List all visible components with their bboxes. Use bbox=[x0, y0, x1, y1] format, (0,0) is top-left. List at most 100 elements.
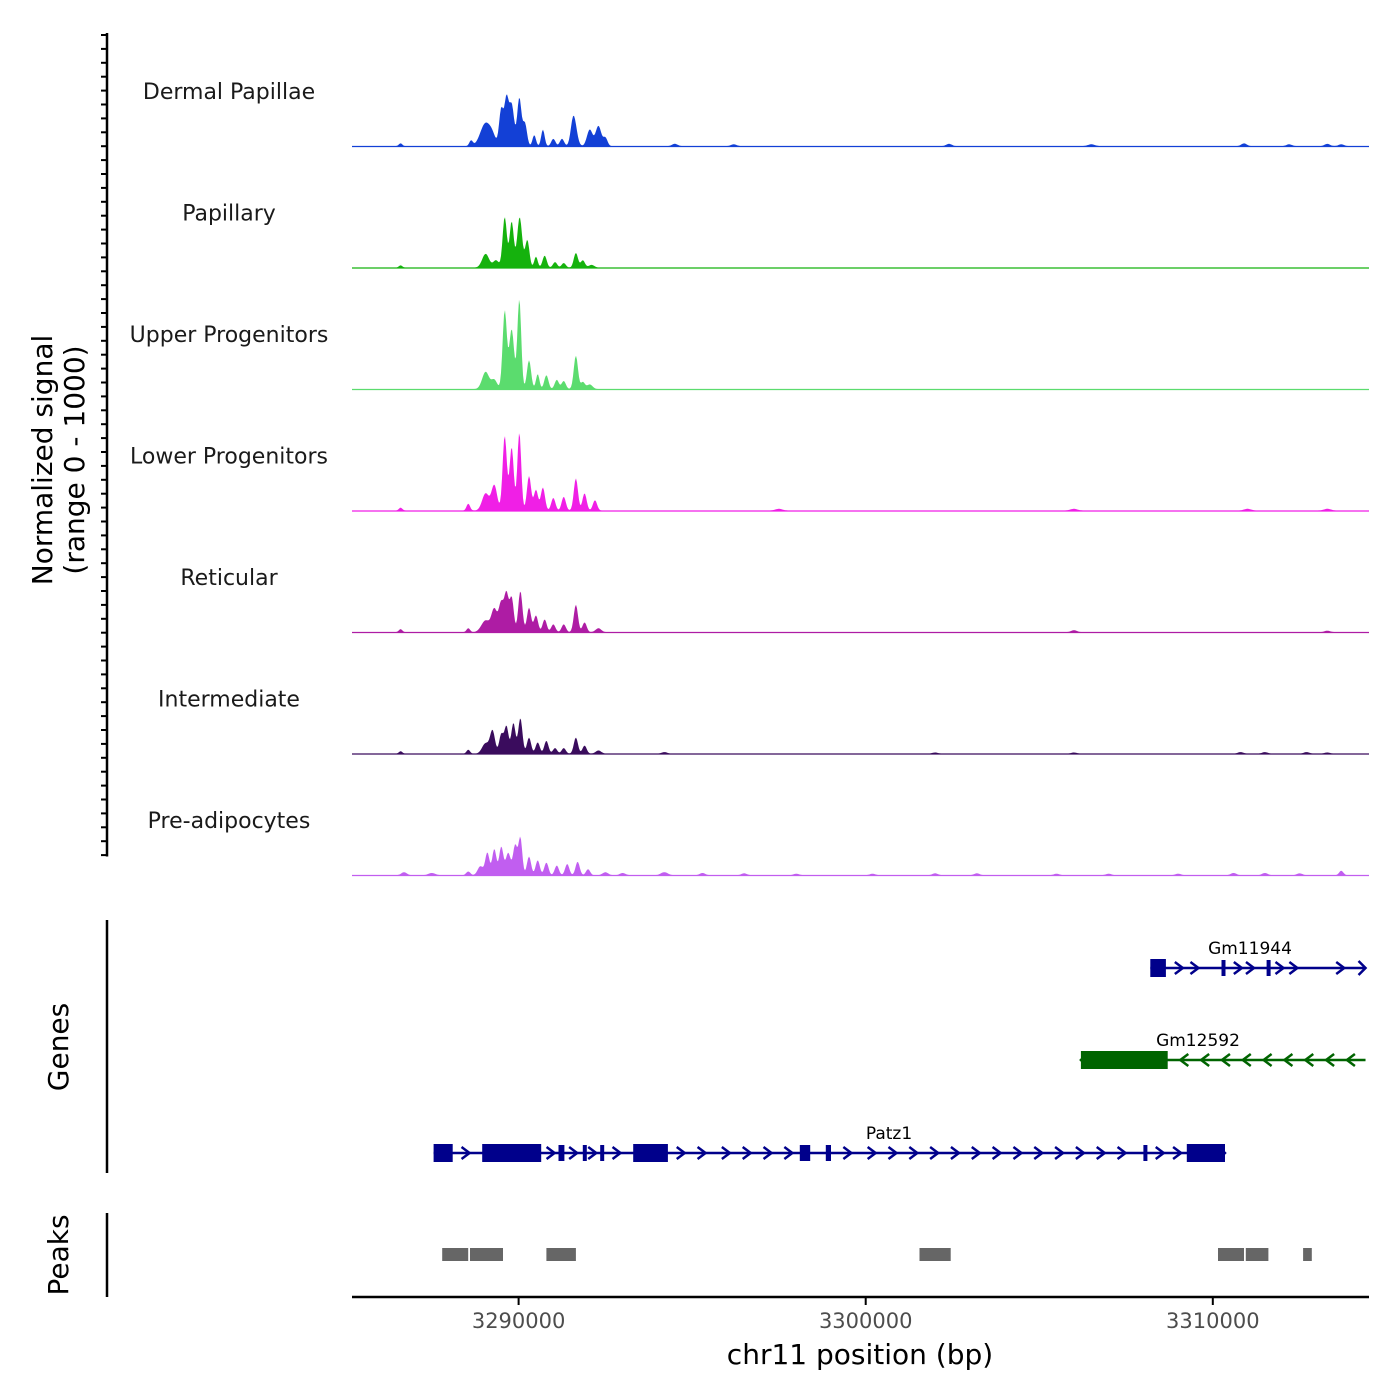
signal-area bbox=[352, 217, 1369, 268]
strand-arrow bbox=[1344, 1053, 1356, 1067]
strand-arrow bbox=[696, 1146, 708, 1160]
signal-area bbox=[352, 718, 1369, 754]
gene-model: Patz1 bbox=[433, 1124, 1227, 1162]
gene-model: Gm11944 bbox=[1150, 939, 1368, 977]
signal-track: Reticular bbox=[180, 566, 1369, 634]
strand-arrow bbox=[1178, 1053, 1190, 1067]
gene-label: Gm11944 bbox=[1208, 939, 1292, 959]
strand-arrow bbox=[1288, 961, 1300, 975]
signal-track: Dermal Papillae bbox=[143, 80, 1369, 148]
signal-track: Papillary bbox=[182, 202, 1369, 269]
strand-arrow bbox=[1012, 1146, 1024, 1160]
signal-track-label: Reticular bbox=[180, 566, 278, 591]
signal-y-axis-title: Normalized signal bbox=[26, 335, 59, 586]
strand-arrow bbox=[1033, 1146, 1045, 1160]
signal-track-label: Intermediate bbox=[158, 688, 300, 713]
strand-arrow bbox=[1245, 961, 1257, 975]
strand-arrow bbox=[1274, 961, 1286, 975]
strand-arrow bbox=[1335, 961, 1347, 975]
genes-track-title: Genes bbox=[42, 1003, 75, 1091]
exon-block bbox=[1143, 1145, 1148, 1161]
strand-arrow bbox=[887, 1146, 899, 1160]
strand-arrow bbox=[1303, 1053, 1315, 1067]
peak-region bbox=[442, 1248, 469, 1261]
x-tick-label: 3310000 bbox=[1166, 1309, 1260, 1333]
strand-arrow bbox=[460, 1146, 472, 1160]
strand-arrow bbox=[991, 1146, 1003, 1160]
signal-track: Intermediate bbox=[158, 688, 1369, 755]
strand-arrow bbox=[1240, 1053, 1252, 1067]
exon-block bbox=[433, 1144, 453, 1162]
strand-arrow bbox=[1095, 1146, 1107, 1160]
signal-area bbox=[352, 433, 1369, 511]
signal-track-label: Papillary bbox=[182, 202, 276, 227]
strand-arrow bbox=[1154, 1146, 1166, 1160]
strand-arrow bbox=[545, 1146, 557, 1160]
genes-track: Gm11944 Gm12592 Patz1 bbox=[433, 939, 1368, 1162]
exon-block bbox=[1221, 960, 1226, 976]
strand-arrow bbox=[675, 1146, 687, 1160]
strand-arrow bbox=[908, 1146, 920, 1160]
signal-track-label: Dermal Papillae bbox=[143, 80, 315, 105]
peak-region bbox=[1245, 1248, 1269, 1261]
signal-tracks: Dermal Papillae Papillary Upper Progenitor… bbox=[130, 80, 1369, 877]
exon-block bbox=[600, 1145, 605, 1161]
signal-track-label: Pre-adipocytes bbox=[148, 809, 311, 834]
signal-area bbox=[352, 299, 1369, 390]
strand-arrow bbox=[1324, 1053, 1335, 1067]
exon-block bbox=[633, 1144, 668, 1162]
exon-block bbox=[1266, 960, 1271, 976]
strand-arrow bbox=[1357, 960, 1368, 976]
gene-label: Gm12592 bbox=[1156, 1031, 1240, 1051]
strand-arrow bbox=[1219, 1053, 1231, 1067]
strand-arrow bbox=[721, 1146, 732, 1160]
strand-arrow bbox=[1172, 1146, 1184, 1160]
strand-arrow bbox=[842, 1146, 854, 1160]
peak-region bbox=[919, 1248, 951, 1261]
exon-block bbox=[1186, 1144, 1225, 1162]
strand-arrow bbox=[950, 1146, 962, 1160]
strand-arrow bbox=[1261, 1053, 1273, 1067]
strand-arrow bbox=[1282, 1053, 1294, 1067]
signal-track-label: Upper Progenitors bbox=[130, 323, 329, 348]
exon-block bbox=[582, 1145, 587, 1161]
peak-region bbox=[1218, 1248, 1244, 1261]
exon-block bbox=[1150, 959, 1166, 977]
peaks-track-title: Peaks bbox=[42, 1214, 75, 1295]
x-tick-label: 3290000 bbox=[472, 1309, 566, 1333]
strand-arrow bbox=[929, 1146, 941, 1160]
signal-track: Lower Progenitors bbox=[130, 433, 1369, 512]
x-tick-label: 3300000 bbox=[819, 1309, 913, 1333]
strand-arrow bbox=[1174, 961, 1185, 975]
signal-track: Pre-adipocytes bbox=[148, 809, 1369, 877]
strand-arrow bbox=[1199, 1053, 1210, 1067]
x-axis: 3290000 3300000 3310000 bbox=[472, 1297, 1260, 1333]
exon-block bbox=[558, 1145, 565, 1161]
gene-label: Patz1 bbox=[866, 1124, 912, 1144]
strand-arrow bbox=[1189, 961, 1201, 975]
strand-arrow bbox=[762, 1146, 774, 1160]
strand-arrow bbox=[568, 1146, 580, 1160]
signal-track-label: Lower Progenitors bbox=[130, 445, 328, 470]
strand-arrow bbox=[783, 1146, 795, 1160]
strand-arrow bbox=[741, 1146, 753, 1160]
exon-block bbox=[1080, 1051, 1168, 1069]
x-axis-title: chr11 position (bp) bbox=[727, 1338, 993, 1371]
signal-area bbox=[352, 94, 1369, 147]
signal-track: Upper Progenitors bbox=[130, 299, 1369, 391]
signal-y-axis-subtitle: (range 0 - 1000) bbox=[58, 345, 91, 574]
signal-area bbox=[352, 590, 1369, 633]
exon-block bbox=[799, 1145, 811, 1161]
strand-arrow bbox=[1075, 1146, 1086, 1160]
signal-area bbox=[352, 836, 1369, 876]
strand-arrow bbox=[1233, 961, 1244, 975]
peaks-track bbox=[442, 1248, 1312, 1261]
exon-block bbox=[825, 1145, 831, 1161]
strand-arrow bbox=[866, 1146, 878, 1160]
peak-region bbox=[546, 1248, 576, 1261]
strand-arrow bbox=[587, 1146, 599, 1160]
signal-y-axis bbox=[101, 33, 109, 857]
strand-arrow bbox=[971, 1146, 982, 1160]
exon-block bbox=[482, 1144, 542, 1162]
